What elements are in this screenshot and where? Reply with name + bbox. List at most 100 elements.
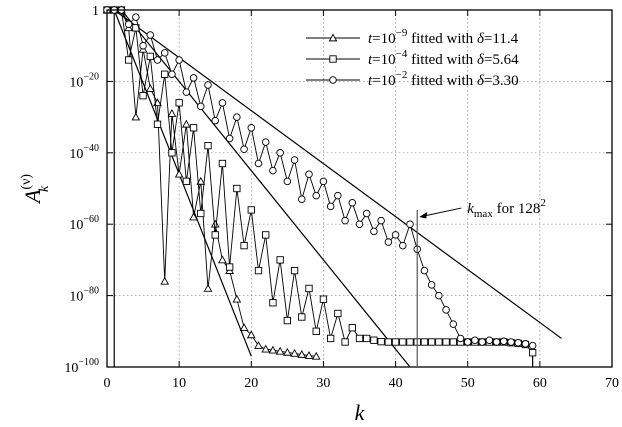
y-tick-base: 10: [64, 361, 78, 376]
legend-label-eq: =10: [372, 73, 395, 89]
data-point-square: [124, 56, 133, 64]
data-point-circle: [189, 74, 198, 82]
fit-line: [113, 9, 562, 339]
legend-label-value: =5.64: [484, 52, 519, 68]
data-point-circle: [362, 209, 371, 218]
data-point-circle: [305, 170, 313, 178]
legend-label-exp: −2: [396, 69, 408, 81]
data-point-square: [384, 338, 393, 346]
y-tick-base: 1: [92, 4, 99, 19]
data-point-square: [406, 338, 414, 346]
data-point-square: [298, 313, 306, 321]
data-point-square: [276, 256, 284, 264]
y-axis-title-sub: k: [37, 185, 52, 192]
data-point-circle: [334, 191, 342, 200]
kmax-label-sub: max: [474, 208, 493, 220]
data-point-square: [269, 299, 277, 307]
data-point-circle: [370, 227, 378, 236]
data-point-circle: [197, 102, 205, 111]
axis-titles: kA(ν) k: [19, 174, 366, 425]
legend-label-t: t: [368, 52, 373, 68]
data-point-square: [254, 266, 263, 275]
data-point-square: [528, 349, 537, 357]
data-point-circle: [456, 334, 465, 343]
data-point-square: [189, 124, 198, 132]
data-point-circle: [124, 20, 133, 29]
plot-frame: [106, 9, 613, 368]
data-point-circle: [427, 281, 436, 289]
data-point-triangle: [210, 219, 220, 228]
data-point-triangle: [160, 276, 170, 285]
data-point-circle: [218, 99, 227, 107]
data-point-triangle: [131, 112, 141, 121]
data-point-square: [204, 142, 212, 150]
data-point-circle: [399, 241, 407, 250]
legend-label: t=10−2 fitted with δ=3.30: [368, 69, 519, 89]
y-tick-exponent: −40: [83, 143, 99, 154]
data-point-square: [312, 327, 320, 335]
data-point-circle: [391, 231, 400, 239]
data-point-square: [211, 231, 219, 239]
data-point-square: [240, 241, 248, 250]
data-point-square: [435, 338, 443, 346]
legend-label-delta: δ: [477, 52, 485, 68]
data-point-square: [329, 55, 337, 63]
data-point-circle: [326, 202, 335, 211]
x-tick-label: 60: [533, 376, 547, 391]
legend-label-eq: =10: [372, 52, 395, 68]
data-point-triangle: [261, 344, 271, 353]
y-tick-label: 10−100: [64, 357, 99, 376]
data-point-circle: [355, 220, 364, 228]
data-point-square: [262, 231, 270, 239]
y-tick-exponent: −60: [83, 214, 99, 225]
data-point-triangle: [290, 348, 299, 357]
legend-label-t: t: [368, 31, 373, 47]
data-point-triangle: [311, 351, 321, 360]
data-point-square: [334, 309, 342, 318]
legend-label-delta: δ: [477, 31, 485, 47]
data-point-circle: [153, 56, 162, 64]
x-tick-label: 70: [605, 376, 619, 391]
data-point-triangle: [174, 169, 184, 178]
data-point-circle: [492, 338, 501, 346]
data-point-square: [427, 338, 436, 346]
y-tick-exponent: −80: [83, 286, 99, 297]
y-axis-title-base: A: [20, 189, 45, 205]
y-tick-label: 10−60: [69, 214, 99, 233]
data-point-circle: [247, 124, 256, 132]
data-point-circle: [290, 156, 299, 164]
data-point-square: [146, 52, 154, 61]
data-point-circle: [225, 134, 234, 143]
data-point-circle: [233, 113, 241, 121]
kmax-label-k: k: [467, 201, 474, 217]
data-point-circle: [269, 166, 277, 175]
data-point-square: [363, 334, 371, 343]
data-point-triangle: [167, 109, 177, 117]
axis-ticks: 0 10 20 30 40 50 60 70110−2010−4010−6010−8010−1…: [64, 4, 619, 391]
data-point-triangle: [203, 283, 213, 292]
kmax-arrow-shaft: [425, 207, 462, 217]
data-point-circle: [319, 177, 328, 186]
data-point-triangle: [232, 294, 242, 303]
data-point-circle: [139, 41, 147, 50]
data-point-square: [326, 334, 335, 343]
x-tick-label: 50: [461, 376, 475, 391]
data-point-triangle: [297, 349, 307, 358]
kmax-label: kmax for 1282: [467, 197, 546, 220]
data-point-square: [168, 149, 176, 157]
data-point-square: [161, 70, 169, 78]
data-point-circle: [420, 266, 429, 275]
data-point-circle: [485, 336, 494, 344]
data-point-circle: [312, 191, 320, 200]
y-axis-title: A(ν) k: [19, 174, 52, 205]
kmax-label-sup: 2: [540, 197, 546, 209]
y-tick-base: 10: [69, 147, 83, 162]
y-tick-label: 1: [92, 4, 99, 19]
data-point-circle: [261, 138, 270, 146]
data-point-triangle: [328, 33, 338, 42]
data-point-circle: [528, 341, 537, 350]
legend-label-value: =11.4: [484, 31, 519, 47]
data-point-circle: [132, 13, 140, 21]
data-point-circle: [276, 149, 284, 157]
legend-label-fitted: fitted with: [407, 31, 477, 47]
